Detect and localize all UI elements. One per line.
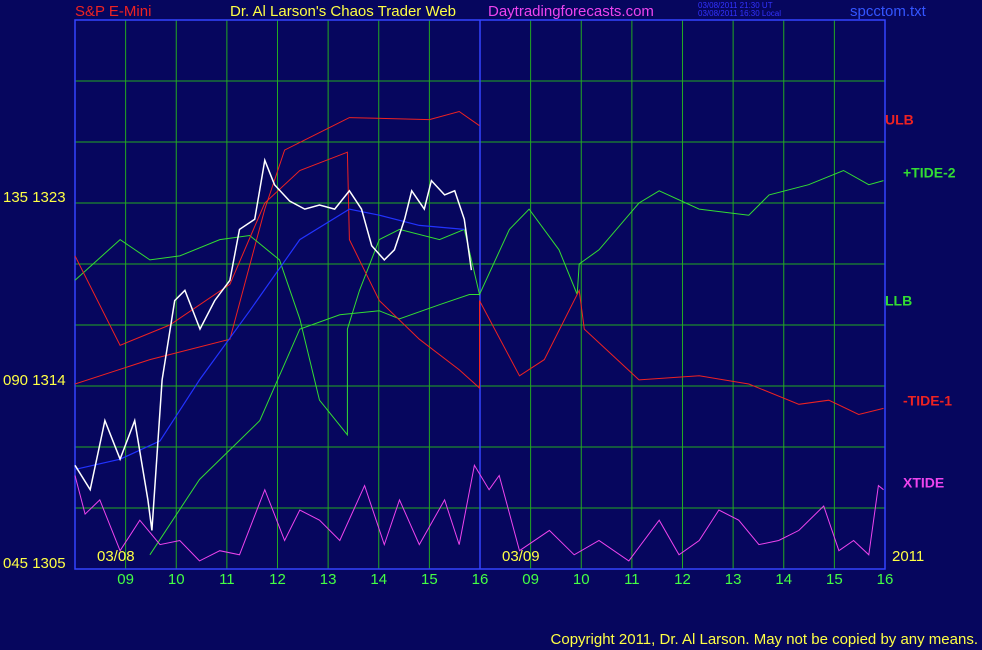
x-tick-label: 15 (826, 571, 843, 588)
price-line (74, 157, 473, 531)
x-tick-label: 11 (219, 571, 235, 588)
date-label: 2011 (892, 548, 924, 565)
legend-label: XTIDE (903, 475, 944, 491)
x-tick-label: 14 (775, 571, 792, 588)
legend-label: -TIDE-1 (903, 393, 952, 409)
series-line (74, 463, 884, 562)
legend-label: +TIDE-2 (903, 165, 956, 181)
site: Daytradingforecasts.com (488, 3, 654, 20)
x-tick-label: 11 (624, 571, 640, 588)
file-name: spcctom.txt (850, 3, 927, 20)
x-tick-label: 09 (522, 571, 539, 588)
y-tick-label: 045 1305 (3, 555, 66, 572)
series-line (74, 110, 480, 385)
date-label: 03/08 (97, 548, 135, 565)
y-tick-label: 135 1323 (3, 189, 66, 206)
timestamp-local: 03/08/2011 16:30 Local (698, 9, 781, 18)
legend-label: LLB (885, 293, 912, 309)
x-tick-label: 15 (421, 571, 438, 588)
x-tick-label: 13 (725, 571, 742, 588)
timestamp-ut: 03/08/2011 21:30 UT (698, 1, 773, 10)
x-tick-label: 12 (269, 571, 286, 588)
x-tick-label: 09 (117, 571, 134, 588)
x-tick-label: 10 (168, 571, 185, 588)
x-tick-label: 12 (674, 571, 691, 588)
legend-label: ULB (885, 112, 914, 128)
plot-border (74, 19, 886, 570)
series-line (74, 151, 884, 416)
x-tick-label: 10 (573, 571, 590, 588)
y-tick-label: 090 1314 (3, 372, 66, 389)
series-line (74, 169, 884, 437)
x-tick-label: 16 (472, 571, 489, 588)
date-label: 03/09 (502, 548, 540, 565)
x-tick-label: 13 (320, 571, 337, 588)
chart-title: Dr. Al Larson's Chaos Trader Web (230, 3, 456, 20)
copyright: Copyright 2011, Dr. Al Larson. May not b… (551, 631, 978, 648)
series-line (149, 294, 480, 556)
x-tick-label: 14 (370, 571, 387, 588)
x-tick-label: 16 (877, 571, 894, 588)
instrument: S&P E-Mini (75, 3, 151, 20)
